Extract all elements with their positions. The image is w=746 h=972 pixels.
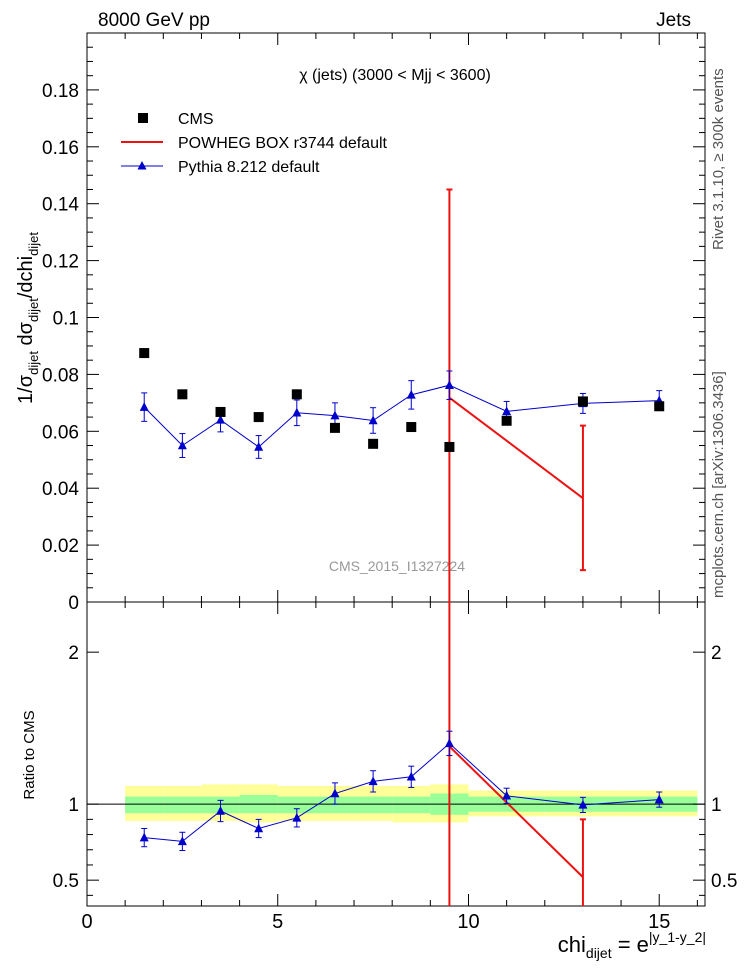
- pythia-point: [406, 389, 416, 399]
- main-y-tick-label: 0.18: [42, 81, 79, 102]
- ratio-pythia-point: [368, 776, 378, 786]
- pythia-point: [216, 414, 226, 424]
- cms-data-point: [406, 422, 417, 433]
- main-y-axis-label: 1/σdijet dσdijet/dchidijet: [15, 232, 41, 404]
- pythia-point: [292, 407, 302, 417]
- ratio-y-tick-label: 0.5: [53, 871, 79, 892]
- legend-marker-pythia: [137, 161, 147, 170]
- chart-marks: 0 5 10 15 0 0.02 0.04 0.06 0.08 0.1 0.12 0.14 0.16 0.…: [42, 32, 737, 933]
- pythia-point: [139, 402, 149, 411]
- main-y-tick-label: 0.06: [42, 422, 79, 443]
- pythia-point: [368, 415, 378, 425]
- powheg-line: [448, 396, 584, 499]
- ratio-band-inner: [315, 796, 355, 814]
- x-tick-label: 10: [457, 911, 479, 933]
- analysis-watermark: CMS_2015_I1327224: [329, 558, 465, 574]
- pythia-point: [254, 441, 264, 451]
- pythia-point: [177, 440, 187, 450]
- pythia-point: [502, 406, 512, 416]
- cms-data-point: [444, 441, 455, 452]
- ratio-pythia-point: [444, 738, 454, 748]
- cms-data-point: [501, 415, 512, 426]
- main-y-tick-label: 0.02: [42, 536, 79, 557]
- legend-label-powheg: POWHEG BOX r3744 default: [178, 135, 388, 152]
- ratio-y-tick-label-right: 0.5: [711, 871, 737, 892]
- ratio-powheg-line: [448, 745, 584, 878]
- rivet-label: Rivet 3.1.10, ≥ 300k events: [710, 68, 727, 250]
- x-tick-label: 0: [81, 911, 92, 933]
- ratio-pythia-point: [139, 832, 149, 842]
- legend-label-pythia: Pythia 8.212 default: [178, 159, 320, 176]
- main-y-tick-label: 0.14: [42, 195, 79, 216]
- ratio-y-tick-label-right: 2: [711, 643, 722, 664]
- main-y-tick-label: 0.12: [42, 252, 79, 273]
- ratio-pythia-line: [144, 742, 660, 842]
- cms-data-point: [291, 389, 302, 400]
- ratio-pythia-point: [330, 788, 340, 798]
- cms-data-point: [654, 401, 665, 412]
- cms-data-point: [215, 406, 226, 417]
- ratio-pythia-point: [254, 823, 264, 833]
- ratio-plot-frame: [86, 601, 706, 907]
- legend-marker-cms: [138, 113, 148, 123]
- chart-title: χ (jets) (3000 < Mjj < 3600): [299, 67, 491, 84]
- main-y-tick-label: 0.1: [53, 309, 79, 330]
- x-tick-label: 15: [648, 911, 670, 933]
- ratio-pythia-point: [292, 812, 302, 822]
- cms-data-point: [329, 422, 340, 433]
- main-y-tick-label: 0.08: [42, 365, 79, 386]
- ratio-y-tick-label: 2: [68, 643, 79, 664]
- ratio-pythia-point: [406, 771, 416, 781]
- pythia-line: [143, 384, 660, 448]
- main-y-tick-label: 0.04: [42, 479, 79, 500]
- ratio-y-tick-label: 1: [68, 795, 79, 816]
- ratio-band-inner: [392, 796, 431, 814]
- cms-data-point: [139, 348, 150, 359]
- ratio-y-axis-label: Ratio to CMS: [21, 710, 38, 799]
- cms-data-point: [368, 438, 379, 449]
- ratio-band-inner: [163, 796, 202, 814]
- mcplots-label: mcplots.cern.ch [arXiv:1306.3436]: [710, 371, 727, 598]
- pythia-point: [330, 410, 340, 420]
- ratio-pythia-point: [216, 806, 226, 815]
- ratio-band-inner: [125, 796, 164, 814]
- ratio-pythia-point: [578, 799, 588, 809]
- pythia-point: [444, 380, 454, 389]
- legend-label-cms: CMS: [178, 111, 214, 128]
- cms-data-point: [253, 412, 264, 423]
- ratio-band-inner: [354, 796, 393, 814]
- ratio-pythia-point: [654, 794, 664, 804]
- main-y-tick-label: 0: [68, 593, 79, 614]
- header-left: 8000 GeV pp: [98, 10, 210, 31]
- cms-data-point: [577, 396, 588, 407]
- ratio-pythia-point: [177, 836, 187, 846]
- main-y-tick-label: 0.16: [42, 138, 79, 159]
- x-tick-label: 5: [272, 911, 283, 933]
- ratio-y-tick-label-right: 1: [711, 795, 722, 816]
- ratio-pythia-point: [502, 790, 512, 800]
- cms-data-point: [177, 389, 188, 400]
- legend: CMS POWHEG BOX r3744 default Pythia 8.21…: [121, 111, 388, 176]
- header-right: Jets: [656, 10, 691, 31]
- ratio-band-inner: [277, 796, 316, 814]
- x-axis-label: chidijet = e|y_1-y_2|: [558, 929, 706, 961]
